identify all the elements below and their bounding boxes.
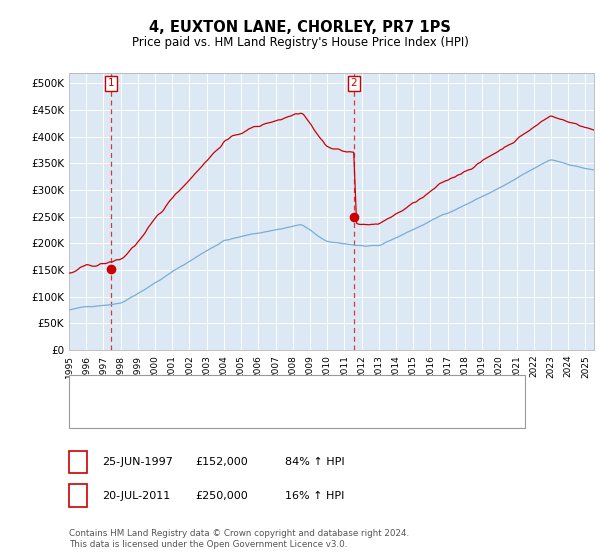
Text: 25-JUN-1997: 25-JUN-1997 — [102, 457, 173, 467]
Text: HPI: Average price, detached house, Chorley: HPI: Average price, detached house, Chor… — [114, 408, 347, 418]
Text: 1: 1 — [108, 78, 115, 88]
Text: 20-JUL-2011: 20-JUL-2011 — [102, 491, 170, 501]
Text: 16% ↑ HPI: 16% ↑ HPI — [285, 491, 344, 501]
Text: 1: 1 — [74, 457, 82, 467]
Text: 2: 2 — [350, 78, 357, 88]
Text: £250,000: £250,000 — [195, 491, 248, 501]
Text: 4, EUXTON LANE, CHORLEY, PR7 1PS (detached house): 4, EUXTON LANE, CHORLEY, PR7 1PS (detach… — [114, 385, 401, 395]
Text: 84% ↑ HPI: 84% ↑ HPI — [285, 457, 344, 467]
Text: 4, EUXTON LANE, CHORLEY, PR7 1PS: 4, EUXTON LANE, CHORLEY, PR7 1PS — [149, 20, 451, 35]
Text: £152,000: £152,000 — [195, 457, 248, 467]
Text: 2: 2 — [74, 491, 82, 501]
Text: Contains HM Land Registry data © Crown copyright and database right 2024.
This d: Contains HM Land Registry data © Crown c… — [69, 529, 409, 549]
Text: Price paid vs. HM Land Registry's House Price Index (HPI): Price paid vs. HM Land Registry's House … — [131, 36, 469, 49]
